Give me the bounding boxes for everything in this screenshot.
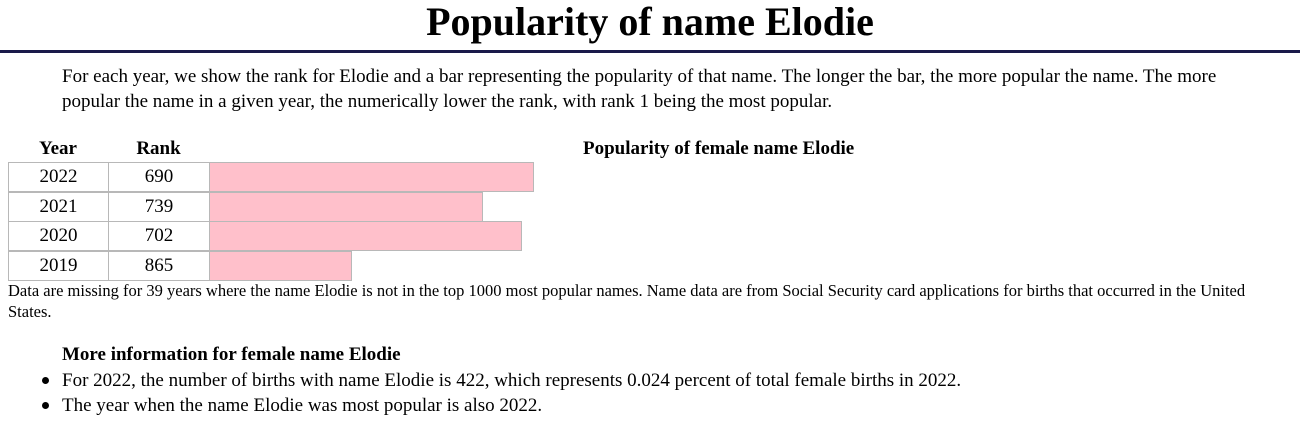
popularity-bar (209, 191, 483, 222)
rank-cell: 690 (108, 162, 210, 192)
year-cell: 2020 (8, 221, 109, 251)
title-divider (0, 50, 1300, 53)
more-info-list: For 2022, the number of births with name… (36, 368, 961, 418)
rank-cell: 865 (108, 250, 210, 281)
popularity-bar (209, 250, 352, 281)
fact-text: The year when the name Elodie was most p… (62, 395, 543, 416)
year-cell: 2022 (8, 162, 109, 192)
rank-cell: 702 (108, 221, 210, 251)
more-info-heading: More information for female name Elodie (62, 344, 401, 365)
list-item: For 2022, the number of births with name… (36, 368, 961, 393)
rank-column-header: Rank (136, 138, 181, 159)
page-title: Popularity of name Elodie (426, 0, 874, 44)
year-cell: 2019 (8, 250, 109, 281)
popularity-bar (209, 162, 534, 192)
list-item: The year when the name Elodie was most p… (36, 393, 961, 418)
year-cell: 2021 (8, 191, 109, 222)
rank-cell: 739 (108, 191, 210, 222)
data-note: Data are missing for 39 years where the … (8, 281, 1246, 321)
popularity-bar (209, 221, 522, 251)
fact-text: For 2022, the number of births with name… (62, 370, 962, 391)
bullet-icon (42, 402, 49, 409)
chart-title: Popularity of female name Elodie (583, 138, 855, 159)
bullet-icon (42, 377, 49, 384)
year-column-header: Year (39, 138, 77, 159)
intro-paragraph: For each year, we show the rank for Elod… (62, 66, 1217, 112)
